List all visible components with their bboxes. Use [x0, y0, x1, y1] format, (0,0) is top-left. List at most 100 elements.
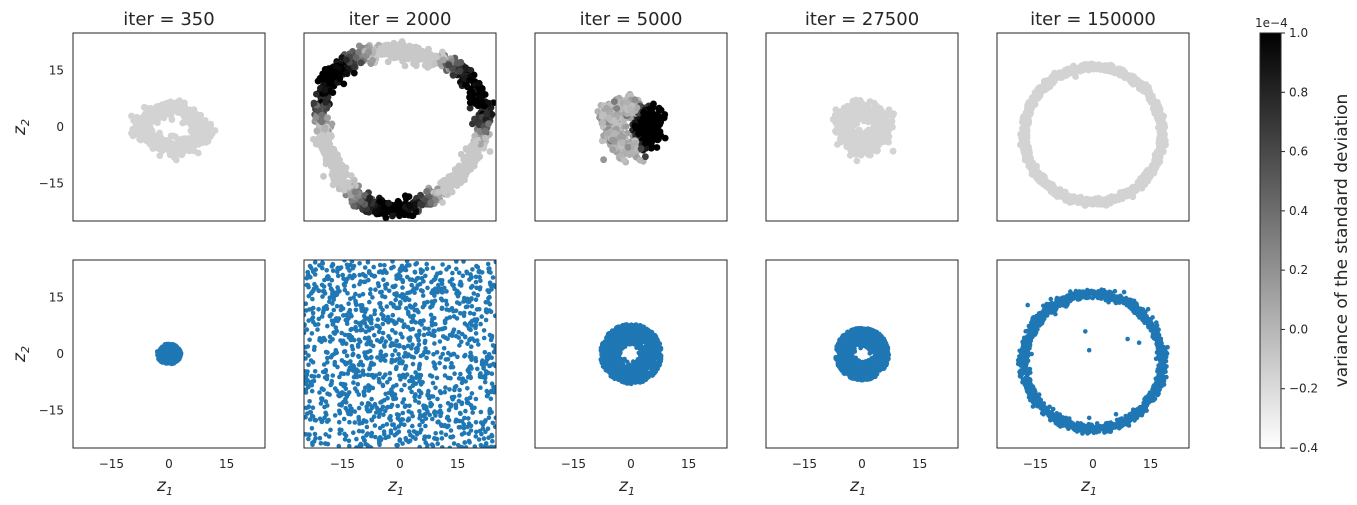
data-point: [856, 97, 864, 104]
data-point: [352, 420, 358, 425]
data-point: [350, 202, 358, 210]
data-point: [158, 146, 165, 153]
data-point: [434, 375, 440, 381]
scatter-points: [304, 260, 496, 448]
data-point: [485, 120, 492, 128]
data-point: [194, 149, 202, 157]
data-point: [599, 119, 607, 126]
data-point: [385, 42, 392, 50]
data-point: [322, 99, 329, 106]
data-point: [412, 62, 420, 70]
data-point: [1043, 84, 1051, 92]
data-point: [369, 56, 376, 64]
data-point: [1056, 70, 1063, 78]
y-tick-label: 0: [56, 120, 64, 134]
data-point: [857, 131, 865, 139]
data-point: [455, 67, 463, 75]
y-tick-label: 15: [49, 291, 64, 305]
data-point: [483, 110, 490, 118]
data-point: [1077, 64, 1085, 72]
x-tick-label: 0: [165, 457, 173, 471]
data-point: [176, 97, 183, 104]
data-point: [168, 355, 174, 361]
data-point: [605, 114, 613, 122]
data-point: [857, 142, 865, 150]
data-point: [889, 147, 897, 155]
data-point: [451, 171, 459, 179]
data-point: [321, 124, 329, 132]
data-point: [1136, 84, 1144, 92]
data-point: [165, 359, 171, 364]
data-point: [1076, 197, 1083, 205]
data-point: [872, 143, 880, 150]
subplot-std-3: iter = 5000: [534, 9, 728, 222]
data-point: [201, 120, 208, 128]
data-point: [1023, 134, 1031, 142]
data-point: [313, 90, 320, 98]
data-point: [1034, 169, 1042, 177]
subplot-std-5: iter = 150000: [996, 9, 1190, 222]
data-point: [417, 200, 424, 208]
x-axis-label: z1: [156, 476, 173, 498]
data-point: [325, 139, 333, 147]
data-point: [839, 126, 846, 134]
data-point: [603, 104, 610, 112]
data-point: [422, 326, 427, 331]
data-point: [310, 99, 318, 107]
data-point: [636, 156, 644, 164]
data-point: [594, 108, 602, 115]
data-point: [475, 79, 483, 87]
data-point: [387, 376, 393, 382]
data-point: [470, 147, 477, 155]
subplot-title: iter = 27500: [805, 9, 919, 30]
data-point: [1068, 67, 1076, 74]
data-point: [1131, 185, 1138, 193]
data-point: [179, 145, 187, 153]
data-point: [472, 139, 479, 147]
data-point: [866, 127, 874, 135]
data-point: [1024, 107, 1032, 115]
data-point: [351, 188, 359, 196]
data-point: [480, 102, 488, 110]
data-point: [463, 159, 471, 167]
data-point: [655, 104, 663, 112]
data-point: [174, 109, 182, 116]
data-point: [863, 135, 871, 143]
data-point: [1145, 86, 1153, 94]
data-point: [160, 347, 165, 353]
data-point: [153, 140, 161, 148]
data-point: [413, 398, 418, 403]
data-point: [343, 56, 350, 64]
data-point: [454, 59, 461, 66]
data-point: [617, 133, 625, 141]
data-point: [653, 144, 661, 151]
data-point: [851, 120, 859, 128]
data-point: [342, 164, 350, 172]
data-point: [611, 98, 618, 105]
data-point: [477, 85, 485, 92]
data-point: [1047, 79, 1054, 86]
data-point: [320, 172, 327, 180]
data-point: [175, 138, 183, 146]
data-point: [462, 81, 469, 88]
data-point: [481, 91, 489, 98]
data-point: [399, 40, 407, 48]
data-point: [1125, 188, 1132, 196]
data-point: [488, 111, 496, 118]
data-point: [182, 138, 190, 146]
data-point: [624, 143, 632, 151]
data-point: [456, 329, 462, 335]
x-tick-label: 15: [219, 457, 234, 471]
data-point: [423, 346, 428, 351]
data-point: [427, 199, 435, 207]
data-point: [835, 119, 843, 127]
data-point: [1021, 116, 1029, 123]
data-point: [437, 339, 443, 344]
data-point: [192, 132, 199, 140]
data-point: [1121, 71, 1129, 79]
data-point: [1096, 63, 1104, 71]
data-point: [407, 45, 414, 52]
data-point: [316, 373, 321, 379]
